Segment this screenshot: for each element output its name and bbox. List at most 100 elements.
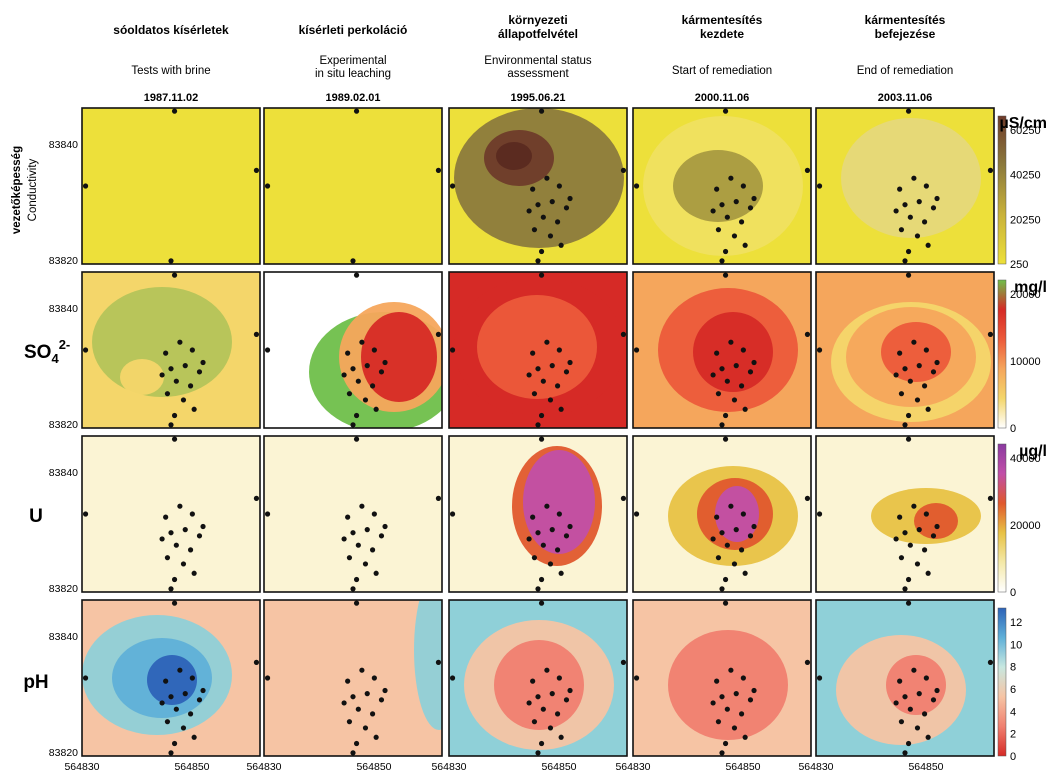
well-marker [916, 199, 922, 205]
well-marker [435, 167, 442, 173]
panel-frame [263, 599, 443, 757]
well-marker [538, 412, 545, 419]
well-marker [620, 659, 627, 665]
well-marker [620, 167, 627, 173]
map-panel [815, 271, 995, 429]
well-marker [526, 536, 532, 542]
well-marker [816, 675, 823, 681]
contour-region [673, 150, 763, 222]
well-marker [350, 422, 356, 428]
colorbars: µS/cm602504025020250250mg/l20000100000µg… [997, 115, 1047, 763]
well-marker [538, 436, 545, 442]
well-marker [930, 533, 937, 539]
panel-frame [81, 435, 261, 593]
well-marker [804, 495, 811, 501]
well-marker [554, 219, 561, 225]
well-marker [535, 202, 541, 208]
panel-grid [81, 107, 995, 757]
well-marker [350, 694, 356, 700]
colorbar-tick-label: 2 [1010, 729, 1016, 741]
colorbar [997, 115, 1007, 265]
well-marker [350, 530, 356, 536]
y-tick-label: 83820 [49, 255, 78, 267]
well-marker [364, 527, 370, 533]
well-marker [359, 503, 365, 509]
well-marker [371, 675, 377, 681]
well-marker [359, 667, 365, 673]
well-marker [914, 233, 921, 239]
well-marker [902, 202, 908, 208]
well-marker [187, 711, 194, 717]
well-marker [159, 372, 165, 378]
well-marker [633, 347, 640, 353]
well-marker [905, 740, 912, 747]
row-label-ph: pH [23, 672, 48, 693]
well-marker [549, 199, 555, 205]
well-marker [747, 533, 754, 539]
x-tick-label: 564830 [615, 761, 650, 773]
well-marker [359, 339, 365, 345]
well-marker [722, 108, 729, 114]
colorbar [997, 607, 1007, 757]
colorbar-tick-label: 20000 [1010, 520, 1041, 532]
map-contours [264, 272, 442, 428]
panel-frame [632, 599, 812, 757]
well-marker [714, 678, 720, 684]
well-marker [722, 436, 729, 442]
well-marker [435, 495, 442, 501]
well-marker [531, 719, 538, 725]
well-marker [173, 706, 179, 712]
map-panel [81, 271, 261, 429]
x-tick-label: 564850 [541, 761, 576, 773]
contour-region [120, 359, 164, 395]
contour-region [886, 655, 946, 715]
well-marker [719, 258, 725, 264]
well-marker [346, 391, 353, 397]
map-contours [449, 272, 627, 428]
well-marker [171, 412, 178, 419]
well-marker [355, 378, 361, 384]
well-marker [435, 331, 442, 337]
well-marker [531, 391, 538, 397]
well-marker [526, 700, 532, 706]
well-marker [728, 667, 734, 673]
map-contours [264, 436, 442, 592]
well-marker [567, 523, 573, 530]
colorbar-tick-label: 60250 [1010, 125, 1041, 137]
well-marker [897, 678, 903, 684]
column-title-hu: környezeti [508, 13, 567, 27]
well-marker [987, 495, 994, 501]
well-marker [930, 697, 937, 703]
well-marker [563, 205, 570, 211]
row-label-so4-sub: 4 [51, 351, 59, 366]
well-marker [916, 691, 922, 697]
contour-region [668, 630, 788, 740]
well-marker [558, 242, 564, 248]
well-marker [620, 331, 627, 337]
well-marker [540, 542, 546, 548]
map-contours [82, 600, 260, 756]
well-marker [264, 675, 271, 681]
well-marker [567, 359, 573, 366]
column-title-en: in situ leaching [315, 68, 391, 80]
well-marker [82, 183, 89, 189]
well-marker [164, 719, 171, 725]
well-marker [911, 667, 917, 673]
well-marker [196, 533, 203, 539]
panel-background [264, 600, 442, 756]
well-marker [538, 272, 545, 278]
well-marker [905, 436, 912, 442]
column-title-hu: kísérleti perkoláció [299, 23, 408, 37]
colorbar-unit: mg/l [1014, 279, 1047, 296]
well-marker [742, 570, 748, 576]
colorbar-tick-label: 40000 [1010, 453, 1041, 465]
well-marker [902, 422, 908, 428]
column-title-en: assessment [507, 68, 569, 80]
well-marker [898, 227, 905, 233]
well-marker [341, 536, 347, 542]
well-marker [378, 369, 385, 375]
well-marker [253, 495, 260, 501]
map-panel [263, 435, 443, 593]
well-marker [719, 694, 725, 700]
